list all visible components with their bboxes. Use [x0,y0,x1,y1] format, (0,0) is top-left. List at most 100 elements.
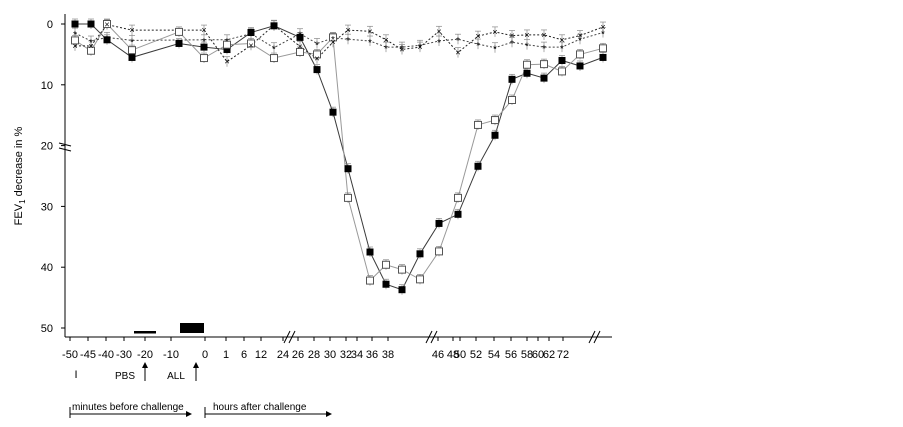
data-point-filled-square [454,210,462,218]
data-point-open-square [398,265,406,274]
series-line [74,32,604,49]
data-point-asterisk: * [225,37,229,48]
data-point-asterisk: * [73,30,77,41]
x-tick-label: -30 [116,349,132,361]
data-point-filled-square [200,43,208,51]
data-point-open-square [329,33,337,42]
data-point-filled-square [87,20,95,28]
data-point-filled-square [558,56,566,64]
x-tick-label: 1 [223,349,229,361]
data-point-filled-square [540,74,548,82]
y-tick-label: 50 [41,323,53,335]
x-tick-label: 24 [277,349,289,361]
data-point-x: × [271,20,276,30]
x-axis-break-mark [430,330,438,344]
data-point-asterisk: * [384,44,388,55]
x-tick-label: 34 [351,349,363,361]
data-point-filled-square [296,33,304,41]
data-point-open-square [313,50,321,59]
data-point-open-square [344,193,352,202]
data-point-open-square [435,247,443,256]
hours-after-arrow [204,407,332,418]
all-label: ALL [167,371,185,382]
data-point-open-square [296,47,304,56]
data-point-x: × [524,30,529,40]
data-point-asterisk: * [456,36,460,47]
pbs-label: PBS [115,371,135,382]
data-point-filled-square [344,165,352,173]
x-tick-label: 26 [292,349,304,361]
data-point-x: × [455,48,460,58]
x-axis-break-mark [425,330,433,344]
minutes-before-arrow [69,407,192,418]
data-point-asterisk: * [105,34,109,45]
x-tick-label: 36 [366,349,378,361]
data-point-asterisk: * [202,37,206,48]
data-point-asterisk: * [525,42,529,53]
x-tick-label: 0 [202,349,208,361]
data-point-filled-square [523,69,531,77]
data-point-filled-square [416,250,424,258]
data-point-open-square [576,50,584,59]
x-tick-label: -40 [98,349,114,361]
data-point-x: × [104,20,109,30]
data-point-x: × [436,26,441,36]
x-tick-label: 32 [340,349,352,361]
data-point-x: × [345,25,350,35]
data-point-filled-square [247,29,255,37]
data-point-asterisk: * [272,45,276,56]
data-point-filled-square [576,62,584,70]
data-point-open-square [200,54,208,63]
data-point-filled-square [313,66,321,74]
x-tick-label: 62 [543,349,555,361]
data-point-open-square [71,36,79,45]
y-tick-label: 40 [41,262,53,274]
data-point-x: × [399,45,404,55]
data-point-open-square [366,276,374,285]
data-point-filled-square [223,46,231,54]
y-tick-label: 20 [41,141,53,153]
data-point-asterisk: * [331,35,335,46]
x-tick-label: -20 [137,349,153,361]
y-tick-label: 0 [47,19,53,31]
data-point-asterisk: * [298,31,302,42]
data-point-x: × [129,25,134,35]
data-point-asterisk: * [418,42,422,53]
allergen-bar [180,323,204,333]
data-point-filled-square [435,219,443,227]
x-tick-label: 60 [532,349,544,361]
data-point-filled-square [508,75,516,83]
data-point-open-square [523,60,531,69]
data-point-filled-square [382,280,390,288]
x-tick-label: -45 [80,349,96,361]
data-point-open-square [103,20,111,28]
y-axis-break-mark [58,142,72,147]
y-axis-label: FEV1 decrease in % [13,126,27,225]
data-point-x: × [88,41,93,51]
axes-group [58,14,612,344]
markers-group: × ××× ×××××××× ××× ×××× × × × × × ××** * * * ***** * * **… [71,20,607,294]
pbs-bar [134,331,156,334]
data-point-asterisk: * [130,37,134,48]
data-point-filled-square [270,22,278,30]
data-point-filled-square [366,248,374,256]
data-point-asterisk: * [346,36,350,47]
data-point-asterisk: * [400,44,404,55]
data-point-open-square [599,44,607,53]
data-point-filled-square [599,53,607,61]
data-point-asterisk: * [368,38,372,49]
x-tick-label: 6 [241,349,247,361]
data-point-x: × [492,27,497,37]
data-point-x: × [201,25,206,35]
x-tick-label: 54 [488,349,500,361]
data-point-asterisk: * [89,38,93,49]
data-point-asterisk: * [437,38,441,49]
data-point-asterisk: * [578,36,582,47]
data-point-filled-square [491,131,499,139]
y-axis-break-mark [58,147,72,152]
data-point-open-square [270,54,278,63]
x-tick-label: 56 [505,349,517,361]
data-point-asterisk: * [542,44,546,55]
x-axis-break-mark [288,330,296,344]
